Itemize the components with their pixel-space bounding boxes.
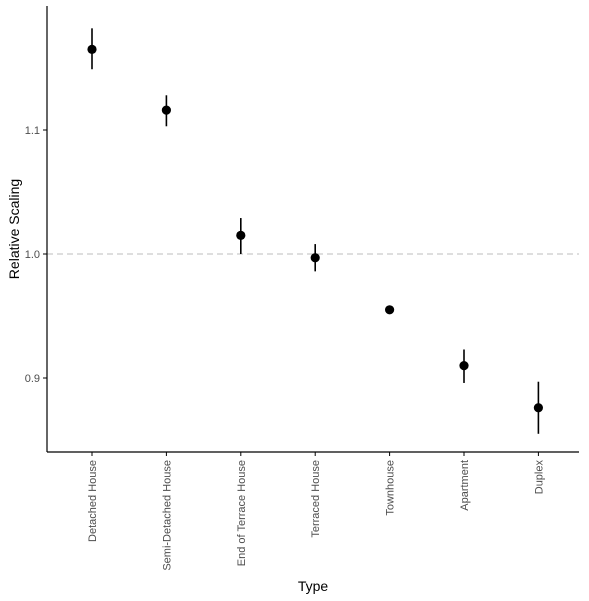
x-tick-label: Detached House: [87, 460, 99, 542]
x-tick-label: End of Terrace House: [236, 460, 248, 566]
y-axis-ticks: 0.9 1.0 1.1: [25, 125, 47, 385]
x-tick-label: Apartment: [459, 460, 471, 511]
data-point: [87, 44, 97, 55]
y-tick-label: 0.9: [25, 373, 40, 385]
x-tick-label: Semi-Detached House: [161, 460, 173, 571]
x-tick-label: Townhouse: [385, 460, 397, 516]
data-point: [236, 230, 246, 240]
y-axis-title: Relative Scaling: [6, 179, 22, 279]
data-point: [459, 361, 469, 371]
y-tick-label: 1.0: [25, 249, 40, 261]
y-tick-label: 1.1: [25, 125, 40, 137]
x-tick-label: Duplex: [533, 460, 545, 495]
x-tick-label: Terraced House: [310, 460, 322, 538]
x-axis-ticks: Detached House Semi-Detached House End of …: [87, 452, 545, 571]
data-marks: [87, 28, 544, 434]
data-point: [533, 403, 544, 413]
data-point: [310, 253, 320, 263]
x-axis-title: Type: [298, 578, 329, 594]
data-point: [385, 305, 395, 315]
data-point: [161, 105, 171, 115]
